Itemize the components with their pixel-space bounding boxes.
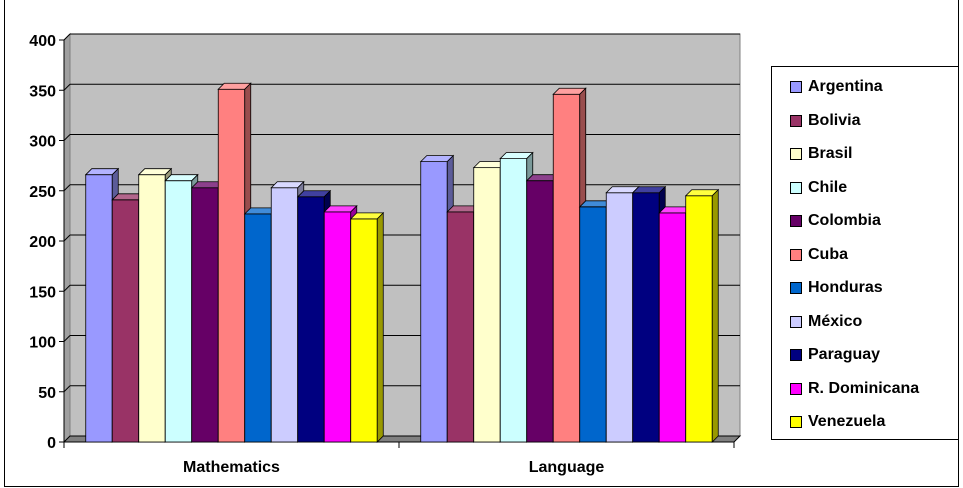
gridline-side [63, 134, 71, 141]
legend-swatch [790, 248, 802, 261]
legend-label: Bolivia [808, 111, 861, 129]
y-tick-label: 0 [47, 435, 56, 452]
legend-label: Cuba [808, 245, 848, 263]
gridline-side [63, 184, 71, 192]
legend-label: R. Dominicana [808, 379, 920, 397]
legend-label: Venezuela [808, 413, 886, 430]
legend-swatch [790, 114, 802, 127]
legend-item: México [790, 310, 862, 334]
y-tick-label: 150 [29, 284, 56, 301]
legend-item: Paraguay [790, 343, 880, 367]
legend-item: Chile [790, 176, 847, 200]
x-category-label: Mathematics [183, 459, 280, 476]
legend-item: Brasil [790, 142, 852, 166]
gridline-side [63, 335, 71, 342]
bar-cuba-mathematics [217, 82, 252, 443]
legend-item: Honduras [790, 276, 883, 300]
gridline-side [63, 33, 71, 41]
y-tick-label: 50 [38, 385, 56, 402]
legend-label: Chile [808, 178, 848, 196]
legend-label: Honduras [808, 279, 883, 296]
legend-label: México [808, 312, 863, 330]
bar-venezuela-mathematics [349, 211, 385, 443]
legend-item: Colombia [790, 209, 881, 233]
gridline-side [63, 284, 71, 292]
legend-swatch [790, 282, 802, 294]
y-tick-label: 300 [29, 134, 56, 151]
y-tick-label: 100 [29, 335, 56, 352]
legend-item: Cuba [790, 243, 848, 267]
legend-label: Argentina [808, 78, 883, 95]
legend-swatch [790, 215, 802, 227]
legend-item: Argentina [790, 75, 883, 99]
y-tick-label: 250 [29, 184, 56, 201]
legend-swatch [790, 148, 802, 160]
gridline-side [63, 83, 71, 91]
gridline-side [63, 385, 71, 393]
legend: Argentina Bolivia Brasil Chile Colombia Cuba H… [771, 66, 959, 440]
bar-venezuela-language [684, 188, 720, 443]
legend-swatch [790, 416, 802, 428]
legend-swatch [790, 382, 802, 395]
legend-label: Colombia [808, 212, 881, 229]
y-tick-label: 400 [29, 33, 56, 50]
bar-argentina-language [419, 154, 455, 443]
legend-item: Bolivia [790, 109, 860, 133]
legend-swatch [790, 181, 802, 194]
legend-item: Venezuela [790, 410, 885, 434]
x-category-label: Language [529, 459, 605, 476]
y-tick-label: 200 [29, 234, 56, 251]
legend-swatch [790, 81, 802, 93]
legend-label: Paraguay [808, 346, 881, 363]
y-tick-label: 350 [29, 83, 56, 100]
legend-swatch [790, 315, 802, 328]
legend-item: R. Dominicana [790, 377, 919, 401]
legend-swatch [790, 349, 802, 361]
legend-label: Brasil [808, 145, 853, 162]
gridline-side [63, 234, 71, 242]
